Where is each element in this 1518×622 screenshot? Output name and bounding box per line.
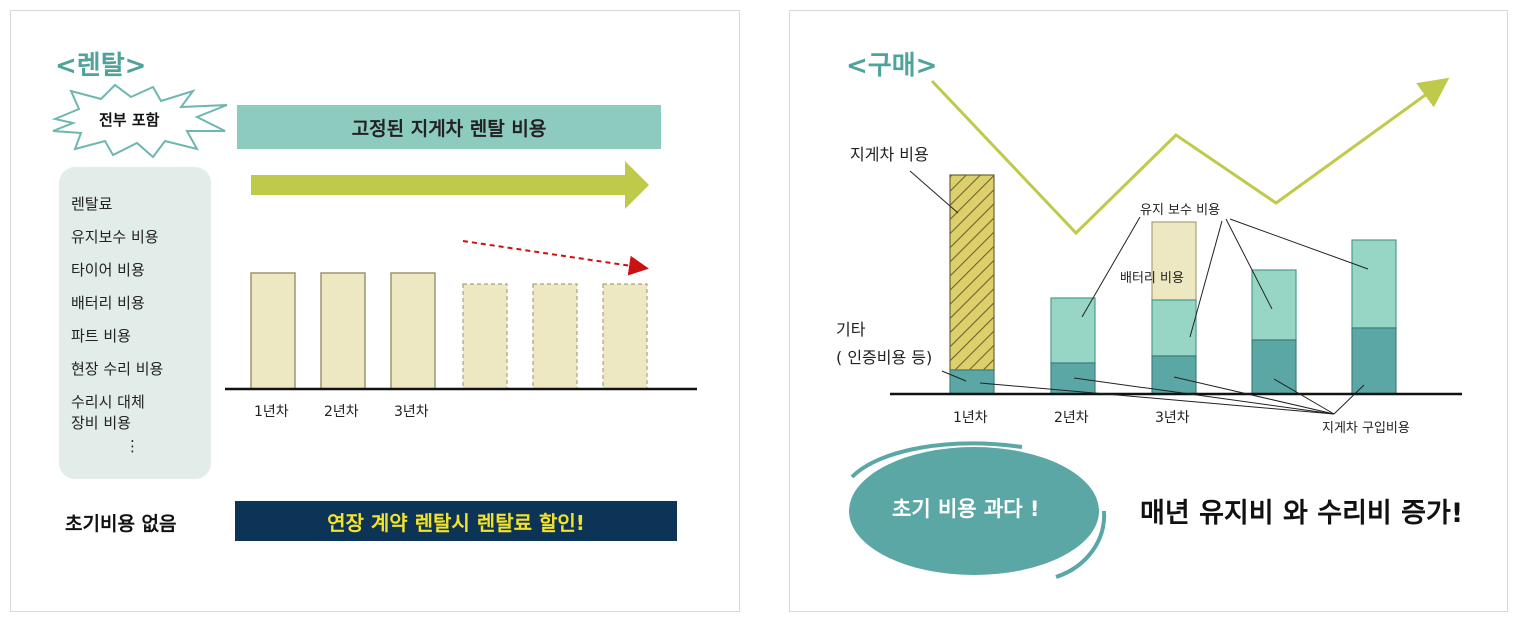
- olive-arrow: [251, 161, 649, 209]
- list-item: 렌탈료: [71, 195, 113, 213]
- label-forklift-cost: 지게차 비용: [850, 145, 929, 164]
- purchase-bar-year5-maintenance: [1351, 239, 1397, 329]
- leader-lines: [909, 170, 1369, 415]
- purchase-panel: <구매>: [789, 10, 1508, 612]
- no-initial-cost-label: 초기비용 없음: [65, 513, 177, 535]
- bubble-swoosh-bottom: [1055, 510, 1107, 579]
- rental-bar-year1: [250, 272, 296, 390]
- red-dashed-trend-arrow: [462, 240, 649, 276]
- cost-trend-arrow: [930, 77, 1450, 236]
- purchase-bar-year4-maintenance: [1251, 269, 1297, 341]
- rental-year-label: 1년차: [254, 404, 289, 420]
- rental-bar-year2: [320, 272, 366, 390]
- headline-increase: 매년 유지비 와 수리비 증가!: [1140, 498, 1464, 529]
- all-included-label: 전부 포함: [99, 111, 160, 129]
- purchase-bar-year5-purchase: [1351, 327, 1397, 395]
- purchase-bar-year3-purchase: [1151, 355, 1197, 395]
- purchase-bar-year2-maintenance: [1050, 297, 1096, 364]
- purchase-year-label: 1년차: [953, 410, 988, 426]
- purchase-bar-year1-other: [949, 369, 995, 395]
- rental-title: <렌탈>: [55, 51, 147, 81]
- list-item: 현장 수리 비용: [71, 360, 164, 378]
- purchase-bar-year2-purchase: [1050, 362, 1096, 395]
- fixed-cost-bar: 고정된 지게차 렌탈 비용: [237, 105, 661, 149]
- label-other-detail: ( 인증비용 등): [836, 348, 933, 367]
- starburst-badge: [51, 83, 228, 159]
- label-purchase-cost: 지게차 구입비용: [1322, 421, 1410, 436]
- rental-bar-year3: [390, 272, 436, 390]
- list-item: 파트 비용: [71, 327, 131, 345]
- purchase-chart: [849, 77, 1462, 579]
- list-item: 수리시 대체: [71, 393, 145, 411]
- discount-banner: 연장 계약 렌탈시 렌탈료 할인!: [235, 501, 677, 541]
- list-item: 장비 비용: [71, 414, 131, 432]
- label-battery-cost: 배터리 비용: [1120, 271, 1184, 286]
- rental-panel: <렌탈> 전부 포함 렌탈료 유지보수 비용 타이어 비용 배터리 비용 파트 …: [10, 10, 740, 612]
- rental-year-label: 3년차: [394, 404, 429, 420]
- purchase-bar-year4-purchase: [1251, 339, 1297, 395]
- rental-bar-year5-discount: [532, 283, 578, 390]
- list-item-ellipsis: ⋮: [125, 437, 140, 455]
- list-item: 타이어 비용: [71, 261, 145, 279]
- purchase-bar-year3-maintenance: [1151, 299, 1197, 357]
- purchase-bar-year3-battery: [1151, 221, 1197, 301]
- initial-cost-text: 초기 비용 과다 !: [892, 497, 1040, 521]
- purchase-title: <구매>: [846, 51, 938, 81]
- purchase-bar-year1-forklift: [949, 174, 995, 371]
- label-maintenance-cost: 유지 보수 비용: [1140, 203, 1221, 218]
- label-other: 기타: [836, 320, 866, 339]
- purchase-year-label: 2년차: [1054, 410, 1089, 426]
- included-items-box: 렌탈료 유지보수 비용 타이어 비용 배터리 비용 파트 비용 현장 수리 비용…: [59, 167, 211, 479]
- rental-year-label: 2년차: [324, 404, 359, 420]
- rental-bar-year4-discount: [462, 283, 508, 390]
- initial-cost-bubble: [849, 447, 1099, 575]
- list-item: 배터리 비용: [71, 294, 145, 312]
- purchase-year-label: 3년차: [1155, 410, 1190, 426]
- rental-chart: [225, 161, 697, 391]
- bubble-swoosh-top: [850, 441, 1023, 479]
- rental-bar-year6-discount: [602, 283, 648, 390]
- list-item: 유지보수 비용: [71, 228, 159, 246]
